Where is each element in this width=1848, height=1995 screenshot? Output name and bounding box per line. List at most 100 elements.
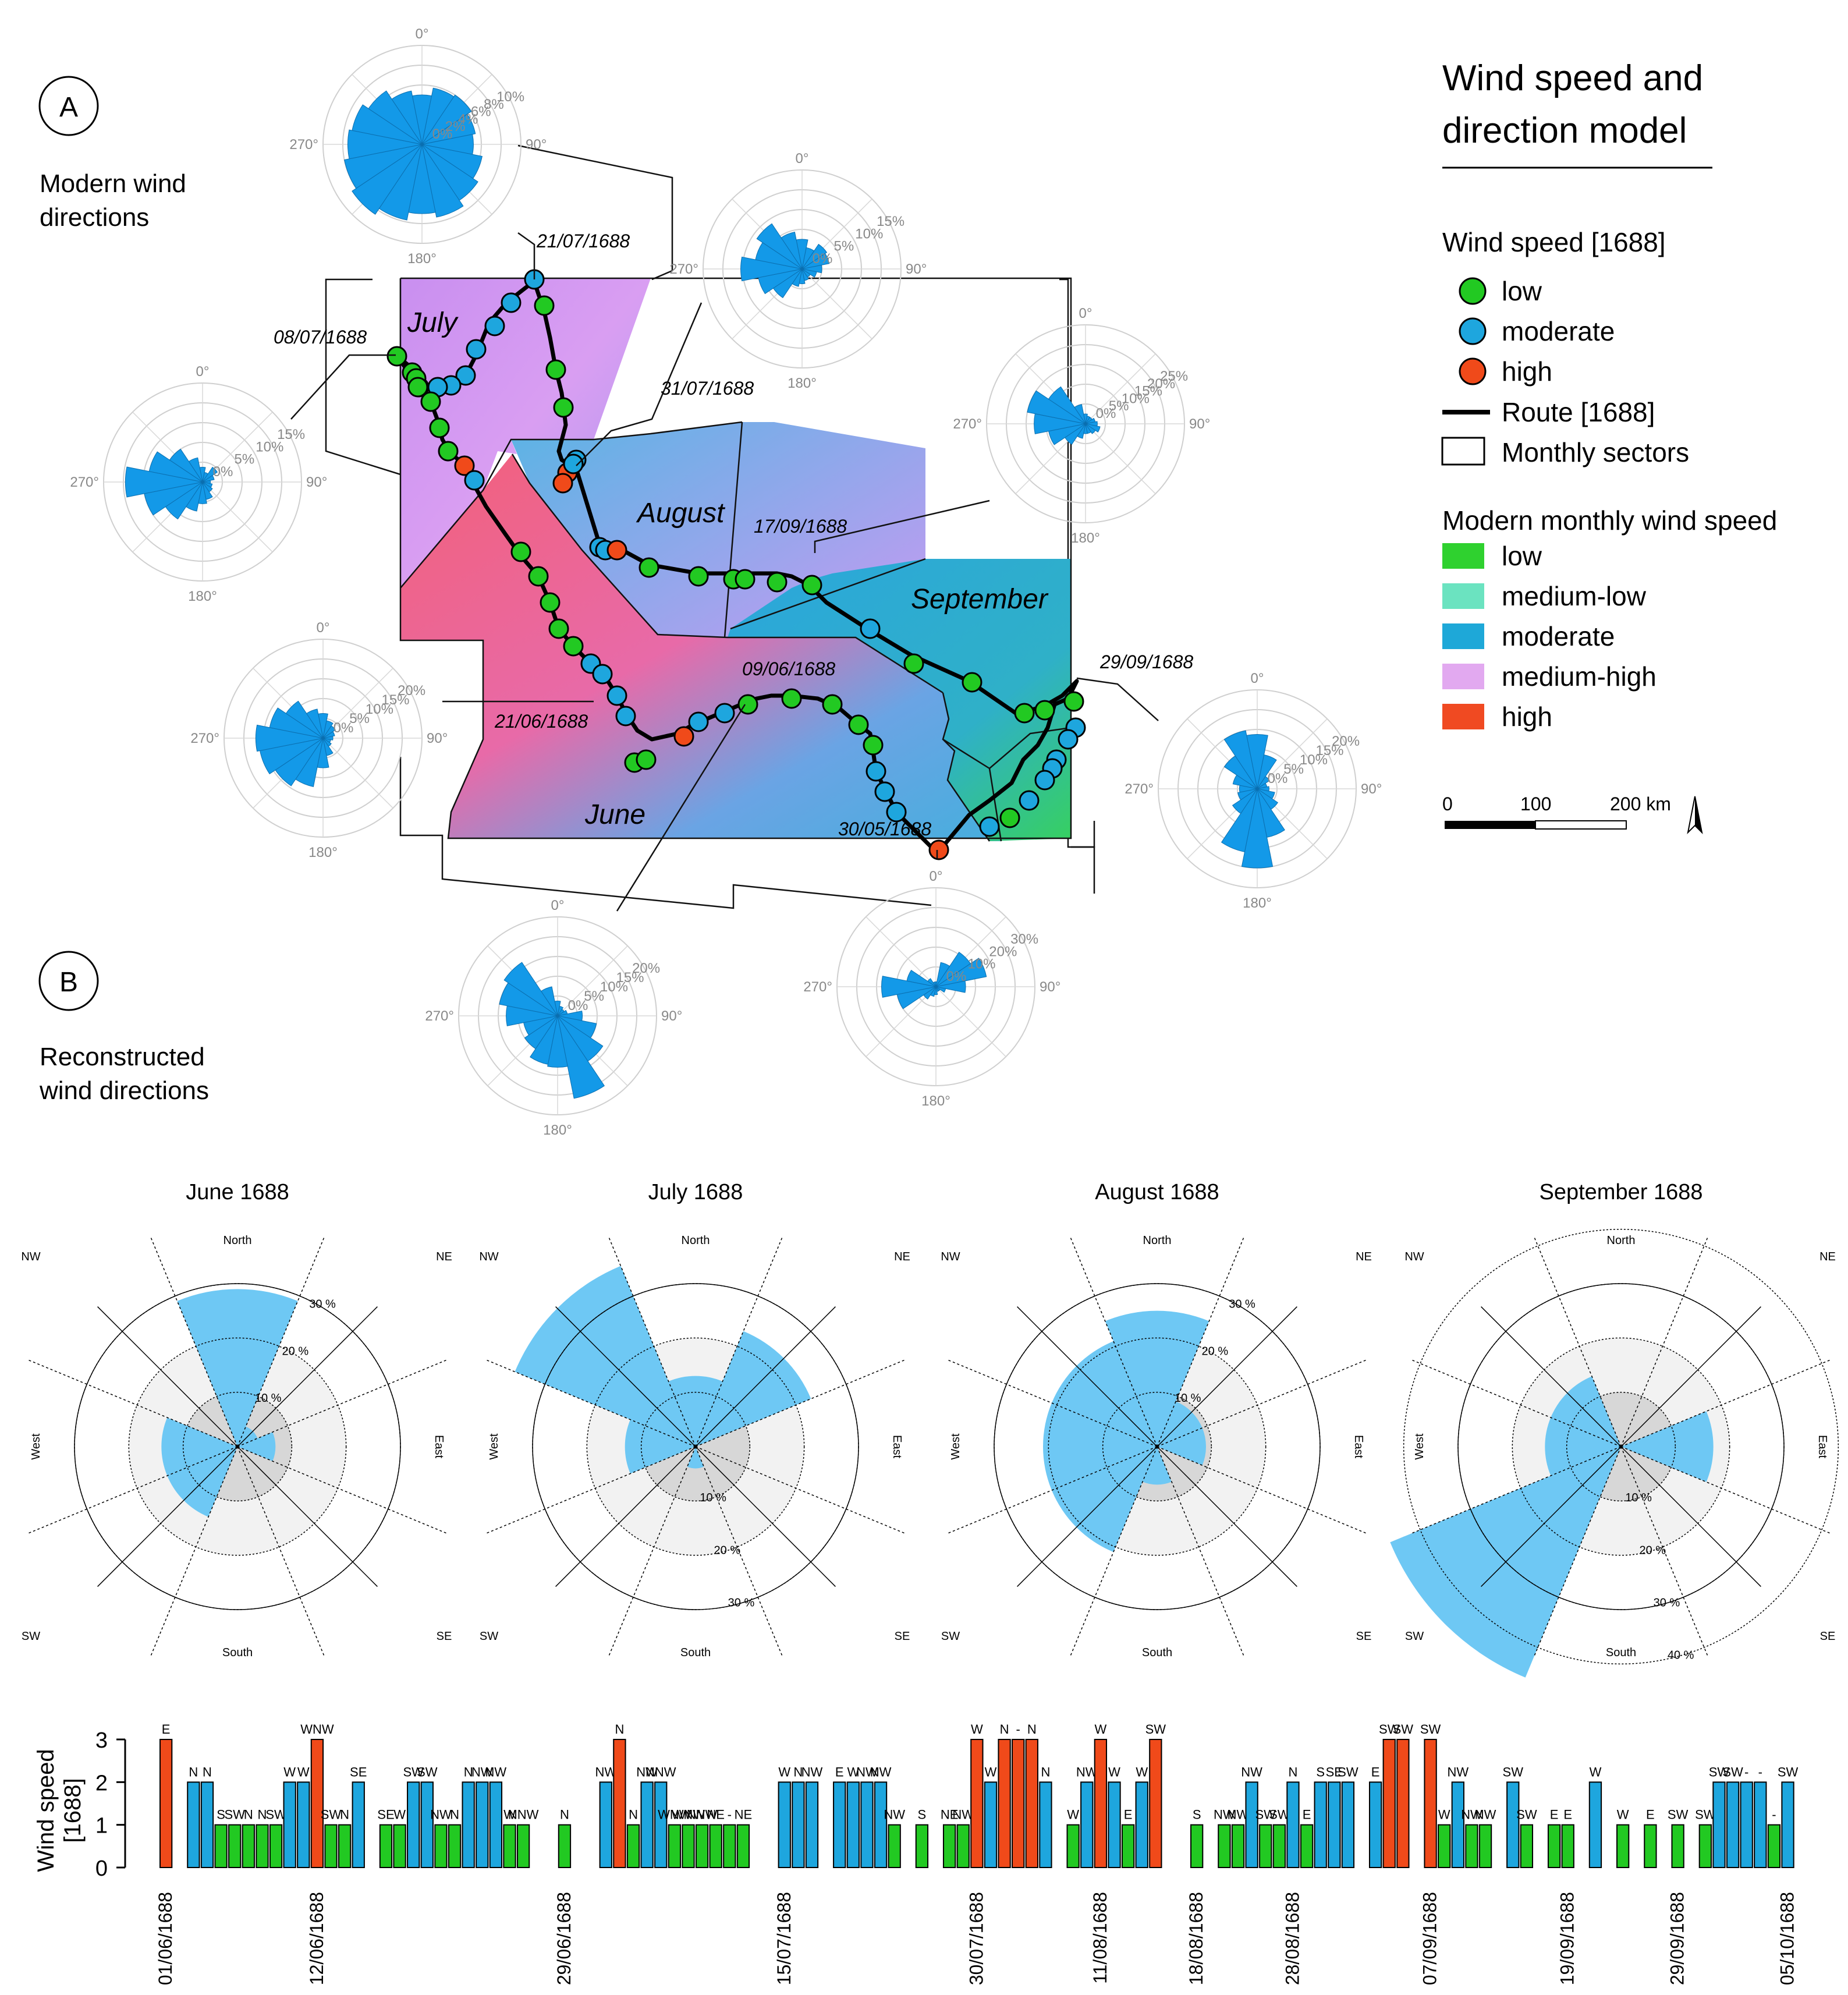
rose-petal [322, 720, 334, 739]
rose-direction-line [555, 1446, 696, 1587]
bar-day [1135, 1781, 1148, 1868]
rose-petal [148, 451, 203, 483]
bar-direction-label: W [1108, 1764, 1120, 1779]
rose-sector-line [27, 1446, 238, 1534]
bar-y-tick-label: 0 [95, 1856, 108, 1881]
panel-b-label: B [38, 951, 99, 1011]
bar-direction-label: NW [1241, 1764, 1262, 1779]
bar-day [228, 1824, 242, 1869]
rose-sector-line [1157, 1359, 1367, 1447]
bar-day [805, 1781, 819, 1868]
bar-direction-label: NW [884, 1808, 905, 1822]
rose-direction-line [1481, 1446, 1622, 1587]
rose-cardinal-label: 270° [70, 474, 99, 490]
rose-tick-label: 0% [946, 969, 967, 984]
rose-direction-line [1017, 1446, 1158, 1587]
rose-petal [322, 725, 336, 739]
route-point [563, 636, 584, 657]
bar-date-tick-label: 30/07/1688 [966, 1892, 987, 1985]
route-point [1058, 729, 1079, 750]
modern-rose-aug-top: 0%5%10%15% 0° 90° 180° 270° [669, 151, 927, 391]
bar-direction-label: S [1193, 1808, 1201, 1822]
bar-day [1616, 1824, 1630, 1869]
bar-direction-label: N [1027, 1722, 1037, 1737]
bar-day [1094, 1739, 1108, 1868]
route-point [999, 807, 1020, 828]
route-point [903, 653, 924, 674]
rose-dir-label: SE [1356, 1630, 1372, 1643]
bar-day [200, 1781, 214, 1868]
bar-direction-label: E [1124, 1808, 1133, 1822]
rose-cardinal-label: 0° [1251, 671, 1264, 686]
bar-date-tick-label: 18/08/1688 [1186, 1892, 1207, 1985]
rose-dir-label: East [432, 1435, 445, 1458]
route-point [438, 441, 459, 462]
rose-petal [347, 129, 423, 160]
date-label-3107: 31/07/1688 [661, 378, 754, 399]
rose-cardinal-label: 90° [306, 474, 327, 490]
rose-dir-label: West [488, 1433, 501, 1460]
route-point [1063, 691, 1084, 712]
rose-sector-line [695, 1236, 783, 1447]
rose-tick-label: 15% [877, 214, 905, 229]
rose-tick-label: 5% [584, 988, 604, 1004]
bar-day [1080, 1781, 1094, 1868]
bar-day [1451, 1781, 1464, 1868]
panel-a-label: A [38, 76, 99, 136]
rose-tick-label: 5% [833, 239, 854, 254]
legend-modern-items: low medium-low moderate medium-high high [1442, 541, 1657, 732]
rose-petal [906, 969, 937, 987]
bar-direction-label: WNW [658, 1808, 691, 1822]
rose-grid-spoke [1257, 718, 1328, 789]
rose-petal-S [1142, 1447, 1172, 1485]
route-point [429, 417, 450, 438]
route-point [639, 557, 659, 578]
modern-rose-jun-bottom: 0%5%10%15%20% 0° 90° 180° 270° [425, 898, 682, 1138]
bar-day [736, 1824, 750, 1869]
bar-direction-label: SW [1778, 1764, 1799, 1779]
bar-day [1300, 1824, 1314, 1869]
panel-a-caption-2: directions [40, 203, 149, 232]
rose-ring-label: 30 % [309, 1298, 336, 1311]
bar-direction-label: WNW [672, 1808, 705, 1822]
route-point [767, 572, 788, 593]
rose-tick-label: 25% [1160, 368, 1188, 384]
route-point [781, 688, 802, 709]
rose-petal [1223, 730, 1258, 789]
svg-text:B: B [59, 967, 78, 998]
rose-direction-line [1620, 1446, 1761, 1587]
bar-direction-label: W [1094, 1722, 1106, 1737]
rose-dir-label: NW [941, 1250, 960, 1263]
bar-direction-label: S [217, 1808, 225, 1822]
bar-direction-label: S [918, 1808, 927, 1822]
legend-wind-speed-title: Wind speed [1688] [1442, 227, 1666, 257]
rose-direction-line [97, 1446, 238, 1587]
rose-petal [368, 90, 423, 145]
rose-grid-spoke [935, 986, 1006, 1057]
rose-petal [1085, 423, 1096, 434]
rose-sector-line [1620, 1446, 1831, 1534]
date-label-1709: 17/09/1688 [754, 516, 847, 537]
rose-petal [391, 90, 423, 145]
bar-direction-label: SW [1145, 1722, 1166, 1737]
bar-direction-label: E [835, 1764, 844, 1779]
bar-day [1547, 1824, 1561, 1869]
rose-petal-N [1105, 1310, 1209, 1447]
rose-petal-W [1545, 1417, 1621, 1476]
modern-rose-may-bottom: 0%10%20%30% 0° 90° 180° 270° [803, 869, 1060, 1109]
rose-petal [255, 724, 324, 752]
rose-direction-line [1620, 1306, 1761, 1447]
bar-direction-label: W [1438, 1808, 1450, 1822]
rose-dir-label: NW [21, 1250, 40, 1263]
bar-day [420, 1781, 434, 1868]
bar-day [379, 1824, 393, 1869]
rose-cardinal-label: 180° [1071, 530, 1100, 546]
bar-direction-label: NE [735, 1808, 753, 1822]
legend-modern-label: medium-high [1502, 661, 1657, 692]
legend-modern-swatch [1442, 543, 1484, 569]
rose-ring-label: 30 % [1654, 1596, 1680, 1609]
rose-tick-label: 8% [484, 97, 504, 112]
bar-day [915, 1824, 929, 1869]
bar-direction-label: W [1136, 1764, 1148, 1779]
